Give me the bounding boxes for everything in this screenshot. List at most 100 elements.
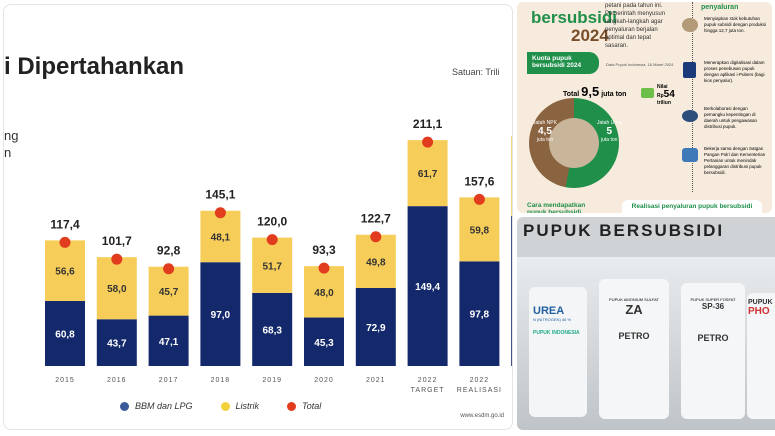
- bar-partial: [511, 216, 512, 366]
- total-marker: [163, 263, 175, 275]
- legend-swatch: [120, 402, 129, 412]
- legend-label: Total: [302, 401, 322, 411]
- intro-line: Pemerintah menyusun: [605, 11, 666, 17]
- info-intro: petani pada tahun ini. Pemerintah menyusu…: [605, 2, 665, 50]
- listrik-label: 51,7: [262, 261, 282, 272]
- bottom-left-heading: Cara mendapatkan pupuk bersubsidi: [527, 202, 586, 213]
- bar-bbm: [304, 317, 344, 366]
- total-label: 211,1: [413, 117, 443, 131]
- sack-sub: PUPUK AMONIUM SULFAT: [609, 297, 659, 302]
- bar-bbm: [148, 315, 189, 366]
- side-text-line: ng: [4, 128, 19, 143]
- legend-total: Total: [287, 401, 322, 412]
- bbm-label: 43,7: [107, 339, 127, 350]
- bbm-label: 97,8: [470, 310, 490, 321]
- bar-listrik: [459, 197, 500, 262]
- x-tick-label: 2019: [262, 377, 282, 384]
- legend-swatch: [287, 402, 297, 412]
- bar-listrik: [200, 210, 241, 263]
- bbm-label: 45,3: [314, 338, 334, 349]
- step-item: Menyiapkan stok kebutuhan pupuk subsidi …: [682, 16, 768, 60]
- listrik-label: 56,6: [55, 267, 75, 278]
- npk-value: 4,5: [538, 126, 552, 137]
- total-label: 145,1: [205, 188, 235, 202]
- total-unit: juta ton: [601, 91, 627, 98]
- intro-line: optimal dan tepat: [605, 35, 652, 41]
- total-label: 120,0: [257, 215, 287, 229]
- bbm-label: 47,1: [159, 337, 179, 348]
- total-marker: [59, 236, 71, 248]
- x-tick-label: 2017: [159, 377, 179, 384]
- intro-line: sasaran.: [605, 43, 629, 49]
- bbm-label: 60,8: [55, 329, 75, 340]
- nilai-value: 54: [663, 89, 675, 100]
- bar-listrik: [45, 240, 85, 301]
- bar-listrik: [407, 140, 448, 207]
- intro-line: petani pada tahun ini.: [605, 3, 663, 9]
- step-text: Menyiapkan stok kebutuhan pupuk subsidi …: [704, 16, 767, 33]
- photo-banner: PUPUK BERSUBSIDI: [523, 221, 725, 240]
- sack-sub: N (NITROGEN) 46 %: [533, 317, 572, 322]
- urea-name: Jatah Urea: [597, 120, 622, 126]
- nilai-name: Nilai: [657, 84, 668, 90]
- legend-swatch: [220, 402, 230, 412]
- x-tick-label: 2016: [107, 377, 127, 384]
- listrik-label: 59,8: [470, 225, 490, 236]
- x-tick-label: 2022: [418, 377, 438, 384]
- listrik-label: 49,8: [366, 257, 386, 268]
- npk-name: Jatah NPK: [533, 120, 557, 126]
- sack-sub: PUPUK: [748, 299, 773, 306]
- total-label: 92,8: [157, 244, 181, 258]
- bar-bbm: [407, 206, 448, 366]
- x-tick-label: 2022: [470, 377, 490, 384]
- bbm-label: 72,9: [366, 323, 386, 334]
- total-quota: Total 9,5 juta ton: [563, 84, 626, 99]
- total-prefix: Total: [563, 91, 580, 98]
- total-marker: [318, 262, 330, 274]
- npk-unit: juta ton: [536, 137, 554, 143]
- bar-listrik: [148, 266, 189, 316]
- sack-name: UREA: [533, 305, 565, 317]
- listrik-label: 61,7: [418, 169, 438, 180]
- step-item: Menerapkan digitalisasi dalam proses pen…: [682, 60, 768, 106]
- bar-bbm: [355, 287, 396, 366]
- total-marker: [473, 193, 485, 205]
- sack-urea: UREA N (NITROGEN) 46 % PUPUK INDONESIA: [529, 287, 587, 417]
- total-value: 9,5: [581, 84, 600, 99]
- bar-listrik: [355, 234, 396, 288]
- sack-brand: PETRO: [697, 333, 729, 343]
- x-tick-label: 2015: [55, 377, 75, 384]
- step-item: Berkolaborasi dengan pemangku kepentinga…: [682, 106, 768, 146]
- total-marker: [111, 253, 123, 265]
- steps-list: Menyiapkan stok kebutuhan pupuk subsidi …: [682, 16, 768, 176]
- total-marker: [214, 207, 226, 219]
- bar-bbm: [252, 292, 293, 366]
- sack-pho: PUPUK PHO: [747, 293, 775, 419]
- sack-za: PUPUK AMONIUM SULFAT ZA PETRO: [599, 279, 669, 419]
- bbm-label: 97,0: [211, 310, 231, 321]
- step-text: Menerapkan digitalisasi dalam proses pen…: [704, 60, 765, 83]
- listrik-label: 48,0: [314, 288, 334, 299]
- nilai-prefix: Rp: [657, 93, 664, 99]
- sack-brand: PETRO: [618, 331, 650, 341]
- urea-unit: juta ton: [601, 137, 618, 143]
- chart-title: i Dipertahankan: [4, 53, 185, 80]
- x-tick-label: 2021: [366, 377, 386, 384]
- money-icon: [641, 88, 654, 98]
- info-year: 2024: [571, 26, 609, 45]
- unit-label: Satuan: Trili: [452, 67, 500, 77]
- steps-title: penyaluran: [701, 4, 739, 11]
- total-marker: [422, 136, 434, 148]
- bottom-right-heading: Realisasi penyaluran pupuk bersubsidi: [622, 200, 762, 213]
- total-label: 101,7: [102, 234, 132, 248]
- source-text: www.esdm.go.id: [460, 413, 504, 419]
- bar-bbm: [459, 261, 500, 366]
- quota-badge: Kuota pupuk bersubsidi 2024: [527, 52, 599, 74]
- bar-listrik: [96, 257, 137, 320]
- listrik-label: 45,7: [159, 287, 179, 298]
- npk-label: Jatah NPK 4,5 juta ton: [533, 120, 557, 143]
- bar-bbm: [45, 300, 85, 366]
- listrik-label: 58,0: [107, 284, 127, 295]
- intro-line: langkah-langkah agar: [605, 19, 663, 25]
- total-label: 157,6: [464, 174, 494, 188]
